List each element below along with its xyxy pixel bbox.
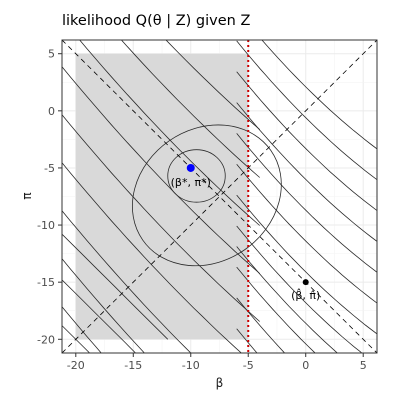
point-constrained-max	[186, 163, 195, 172]
x-tick-label: -15	[124, 359, 142, 372]
contour-line-lower-left	[62, 233, 169, 340]
x-tick-label: -10	[182, 359, 200, 372]
contour-line-right	[236, 40, 377, 181]
contour-ellipse-outer	[131, 124, 282, 267]
contour-line-left	[62, 258, 145, 353]
contour-line-right	[236, 246, 338, 353]
contour-line-left	[62, 114, 260, 322]
y-tick-label: -20	[37, 333, 55, 346]
point-unconstrained-max	[302, 279, 309, 286]
x-axis-title: β	[216, 376, 224, 390]
contour-line-right	[236, 297, 286, 353]
x-tick-label: -20	[67, 359, 85, 372]
contour-line-lower-left	[62, 279, 137, 353]
y-tick-label: -10	[37, 219, 55, 232]
point-label-1: (β*, π*)	[171, 176, 211, 189]
y-tick-label: -15	[37, 276, 55, 289]
contour-line-right	[236, 71, 377, 211]
contour-line-left	[62, 66, 260, 274]
contour-line-right	[261, 40, 377, 150]
contour-line-left	[62, 355, 260, 400]
x-tick-label: 0	[302, 359, 309, 372]
x-axis-ticks: -20 -15 -10 -5 0 5	[67, 353, 367, 372]
contour-line-right	[236, 102, 377, 242]
contour-line-lower-left	[62, 325, 91, 353]
point-label-2: (β̂, π̂)	[291, 288, 320, 302]
shaded-feasible-region	[75, 53, 249, 340]
contour-line-right	[236, 164, 377, 304]
y-tick-label: -5	[44, 162, 55, 175]
shaded-region	[75, 53, 249, 340]
contour-line-left	[62, 306, 102, 353]
dashed-reference-lines	[62, 40, 377, 353]
dashed-line-2	[62, 40, 377, 353]
y-axis-title: π	[20, 192, 34, 199]
contour-line-left	[62, 210, 192, 353]
contour-line-left	[120, 40, 260, 178]
y-tick-label: 5	[48, 48, 55, 61]
panel-frame	[61, 39, 378, 354]
contour-ellipse-inner	[167, 149, 226, 203]
contour-line-right	[236, 225, 363, 353]
contour-lines	[62, 40, 377, 400]
x-tick-label: 5	[360, 359, 367, 372]
maximum-points: (β*, π*) (β̂, π̂)	[171, 163, 320, 302]
contour-line-right	[236, 133, 377, 273]
dashed-line-1	[62, 40, 377, 353]
panel-border	[61, 39, 378, 354]
contour-line-left	[165, 40, 260, 130]
contour-line-left	[62, 162, 242, 353]
x-tick-label: -5	[243, 359, 254, 372]
contour-line-right	[236, 194, 377, 335]
contour-line-right	[236, 266, 316, 353]
y-axis-ticks: -20 -15 -10 -5 0 5	[37, 48, 62, 346]
chart-title: likelihood Q(θ | Z) given Z	[62, 13, 250, 29]
y-tick-label: 0	[48, 105, 55, 118]
contour-line-left	[79, 40, 260, 226]
